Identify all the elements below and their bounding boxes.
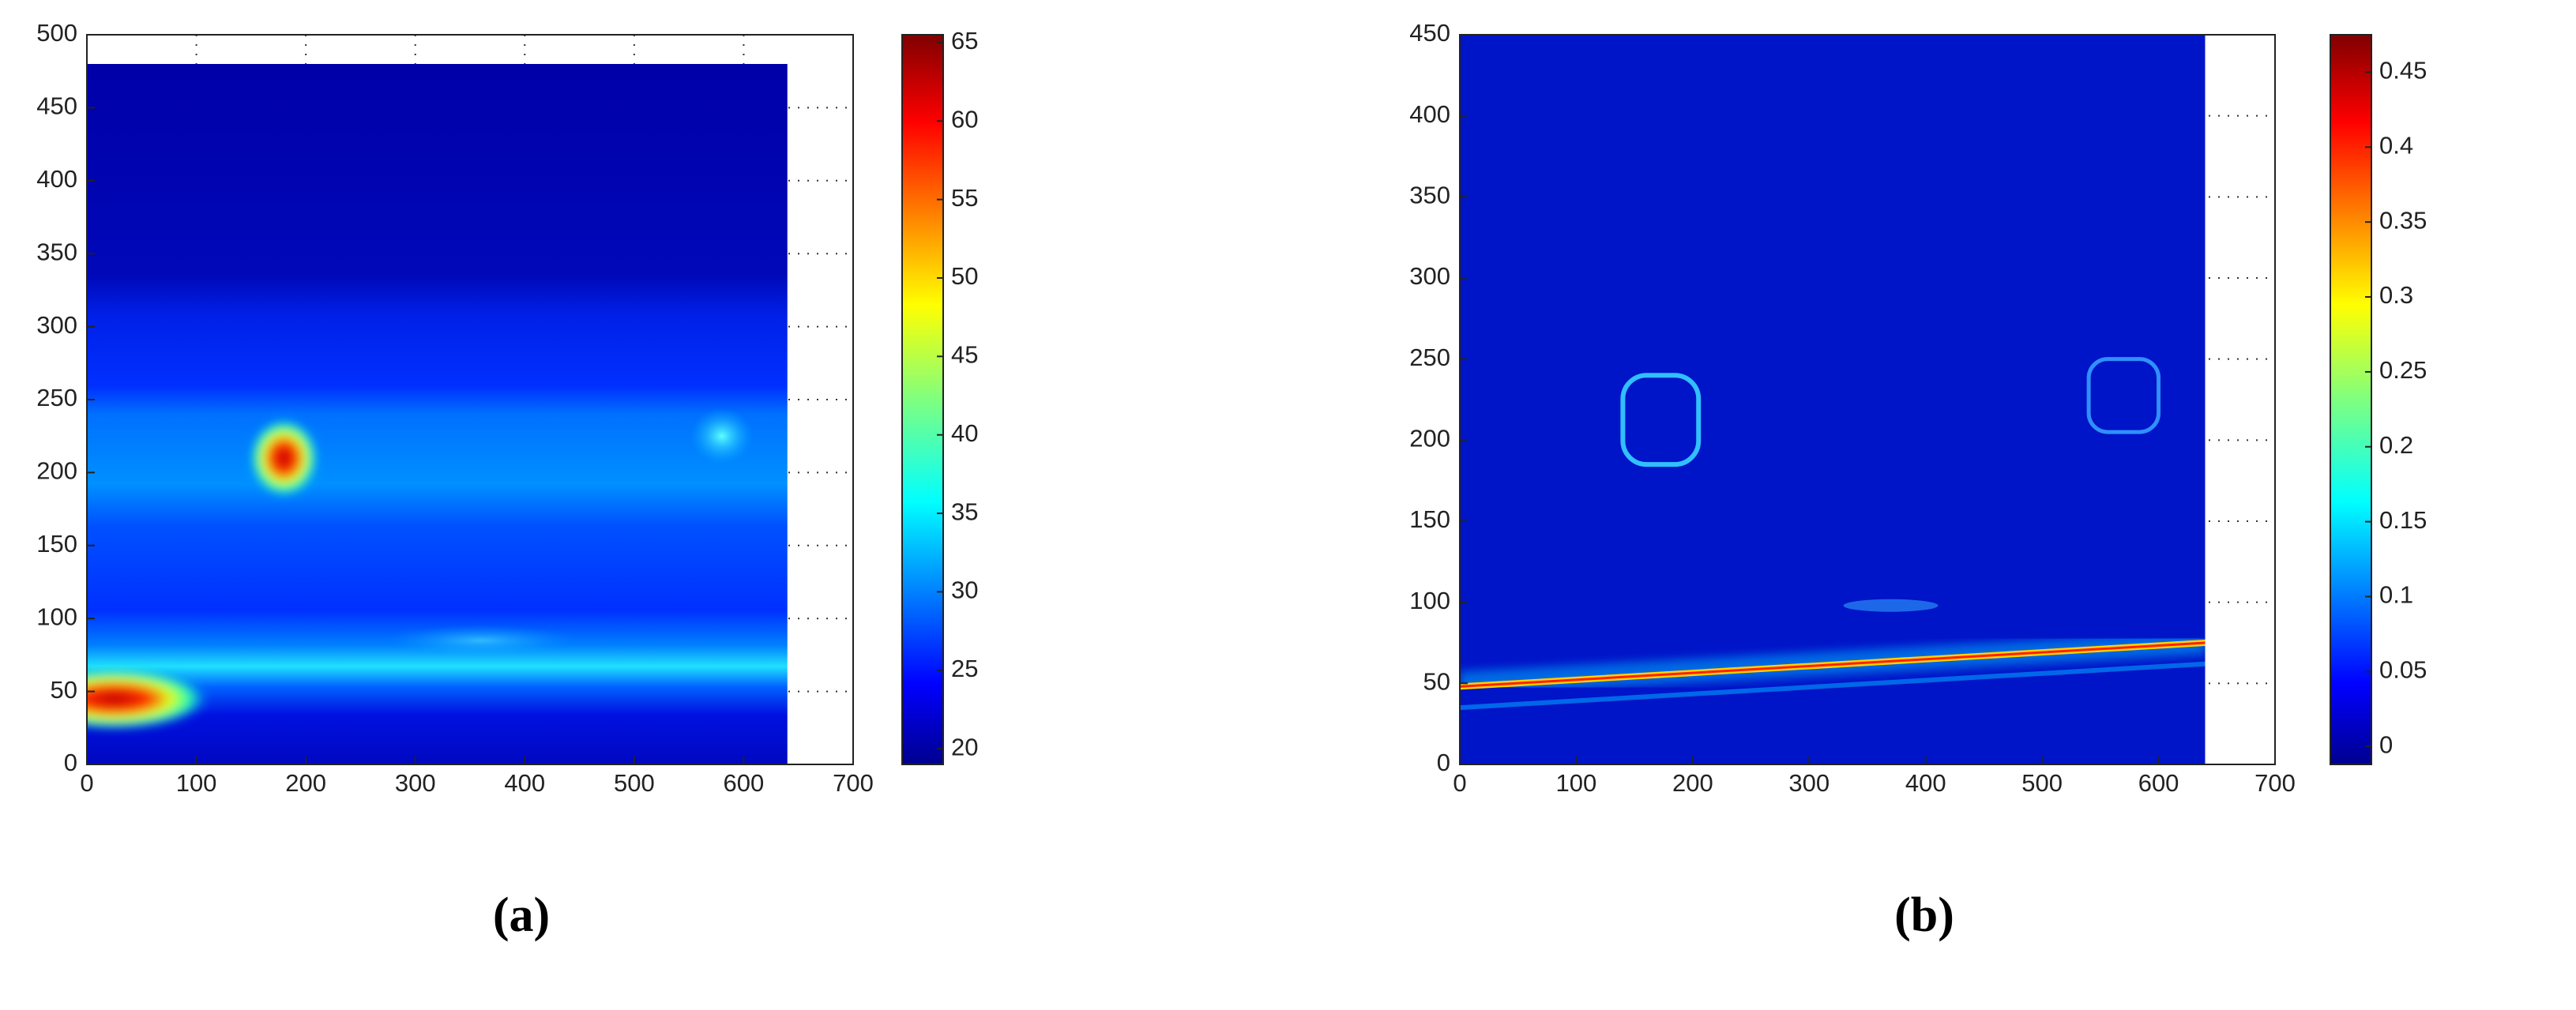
colorbar-tick-label: 0.3 bbox=[2379, 281, 2413, 309]
colorbar-tick-label: 55 bbox=[951, 184, 978, 212]
colorbar-tick-label: 0 bbox=[2379, 730, 2393, 758]
y-tick-label: 300 bbox=[36, 311, 77, 339]
streak bbox=[1460, 641, 2206, 688]
colorbar-tick-label: 0.1 bbox=[2379, 581, 2413, 609]
colorbar-tick-label: 30 bbox=[951, 576, 978, 604]
x-tick-label: 300 bbox=[395, 769, 436, 797]
x-tick-label: 500 bbox=[614, 769, 655, 797]
glow bbox=[1843, 599, 1939, 612]
y-tick-label: 450 bbox=[1409, 19, 1450, 47]
y-tick-label: 250 bbox=[36, 384, 77, 411]
colorbar-tick-label: 0.4 bbox=[2379, 131, 2413, 159]
hotspot bbox=[87, 666, 209, 730]
y-tick-label: 500 bbox=[36, 19, 77, 47]
colorbar-tick-label: 0.45 bbox=[2379, 57, 2427, 84]
colorbar-tick-label: 20 bbox=[951, 733, 978, 760]
y-tick-label: 350 bbox=[36, 238, 77, 265]
x-tick-label: 600 bbox=[2138, 769, 2179, 797]
x-tick-label: 100 bbox=[176, 769, 217, 797]
ring bbox=[2086, 357, 2161, 434]
colorbar-tick-label: 60 bbox=[951, 105, 978, 133]
y-tick-label: 350 bbox=[1409, 182, 1450, 209]
y-tick-label: 50 bbox=[51, 676, 77, 704]
x-tick-label: 600 bbox=[724, 769, 765, 797]
x-tick-label: 100 bbox=[1556, 769, 1597, 797]
heatmap-background bbox=[87, 63, 788, 764]
x-tick-label: 0 bbox=[80, 769, 93, 797]
y-tick-label: 450 bbox=[36, 92, 77, 120]
y-tick-label: 200 bbox=[36, 457, 77, 485]
x-tick-label: 0 bbox=[1453, 769, 1466, 797]
y-tick-label: 400 bbox=[1409, 100, 1450, 128]
y-tick-label: 150 bbox=[1409, 505, 1450, 533]
colorbar-tick-label: 50 bbox=[951, 262, 978, 290]
caption: (b) bbox=[1894, 888, 1954, 942]
heatmap-image bbox=[1460, 35, 2206, 764]
axes-frame bbox=[1459, 34, 2276, 765]
colorbar-tick-label: 35 bbox=[951, 497, 978, 525]
streak bbox=[1460, 661, 2206, 711]
y-tick-label: 150 bbox=[36, 530, 77, 558]
x-tick-label: 200 bbox=[1672, 769, 1713, 797]
colorbar-tick-label: 0.2 bbox=[2379, 431, 2413, 459]
x-tick-label: 400 bbox=[1905, 769, 1946, 797]
glow bbox=[385, 624, 576, 656]
y-tick-label: 250 bbox=[1409, 344, 1450, 371]
colorbar-tick-label: 0.15 bbox=[2379, 506, 2427, 534]
y-tick-label: 0 bbox=[64, 749, 77, 776]
colorbar-tick-label: 45 bbox=[951, 341, 978, 369]
x-tick-label: 300 bbox=[1788, 769, 1830, 797]
x-tick-label: 700 bbox=[833, 769, 874, 797]
y-tick-label: 200 bbox=[1409, 425, 1450, 452]
hotspot bbox=[249, 418, 319, 497]
heatmap-image bbox=[87, 63, 788, 764]
colorbar-tick-label: 40 bbox=[951, 419, 978, 447]
x-tick-label: 500 bbox=[2021, 769, 2063, 797]
x-tick-label: 700 bbox=[2254, 769, 2296, 797]
glow bbox=[690, 407, 754, 465]
colorbar-tick-label: 0.05 bbox=[2379, 656, 2427, 684]
colorbar-tick-label: 0.35 bbox=[2379, 206, 2427, 234]
y-tick-label: 100 bbox=[36, 603, 77, 630]
y-tick-label: 400 bbox=[36, 165, 77, 193]
colorbar-tick-label: 25 bbox=[951, 655, 978, 682]
y-tick-label: 300 bbox=[1409, 262, 1450, 290]
x-tick-label: 200 bbox=[285, 769, 326, 797]
colorbar-tick-label: 0.25 bbox=[2379, 356, 2427, 384]
caption: (a) bbox=[493, 888, 550, 942]
y-tick-label: 100 bbox=[1409, 587, 1450, 614]
y-tick-label: 50 bbox=[1423, 668, 1450, 696]
y-tick-label: 0 bbox=[1437, 749, 1450, 776]
x-tick-label: 400 bbox=[504, 769, 545, 797]
colorbar bbox=[901, 34, 944, 765]
ring bbox=[1620, 373, 1702, 467]
colorbar bbox=[2330, 34, 2372, 765]
colorbar-tick-label: 65 bbox=[951, 27, 978, 54]
